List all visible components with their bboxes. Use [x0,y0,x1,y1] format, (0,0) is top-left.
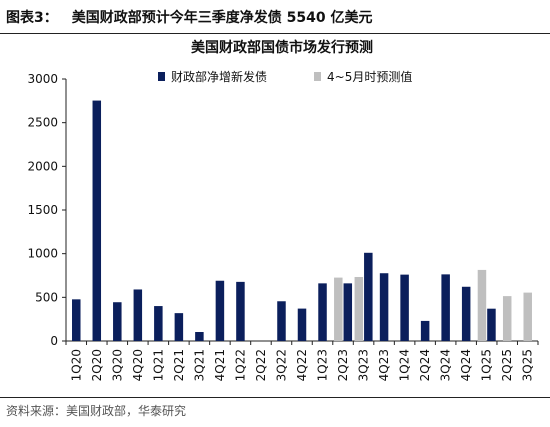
y-tick-label: 500 [35,290,58,304]
x-tick-label: 2Q21 [172,349,186,381]
x-tick-label: 3Q20 [110,349,124,381]
bar-forecast [502,296,512,341]
bar-actual [364,252,373,341]
x-tick-label: 3Q22 [274,349,288,381]
header-rule [0,33,550,34]
chart-title: 美国财政部国债市场发行预测 [191,39,373,56]
x-tick-label: 1Q20 [69,349,83,381]
bar-forecast [523,292,532,341]
legend-swatch-actual [158,72,165,81]
bar-actual [420,320,430,341]
x-tick-label: 2Q20 [90,349,104,381]
bar-actual [379,273,389,341]
bar-actual [92,100,102,341]
y-tick-label: 2000 [27,159,58,173]
y-tick-label: 1500 [27,203,58,217]
x-tick-label: 1Q24 [398,349,412,381]
y-tick-label: 0 [50,334,58,348]
bar-actual [236,281,245,341]
footer-rule [0,397,550,398]
x-tick-label: 4Q22 [295,349,309,381]
bar-chart: 美国财政部国债市场发行预测 财政部净增新发债 4~5月时预测值 0 500 1000… [27,39,539,381]
bar-actual [133,289,143,341]
x-tick-label: 3Q21 [192,349,206,381]
bar-actual [461,286,471,341]
bar-forecast [334,277,343,341]
bar-actual [487,308,496,341]
x-tick-label: 4Q20 [131,349,145,381]
bar-actual [441,274,450,341]
bar-actual [277,301,286,341]
x-tick-label: 4Q23 [377,349,391,381]
legend-swatch-forecast [314,72,321,81]
bar-actual [195,332,204,341]
bar-actual [113,302,122,341]
x-tick-label: 1Q25 [480,349,494,381]
x-tick-label: 2Q23 [336,349,350,381]
figure-title: 美国财政部预计今年三季度净发债 5540 亿美元 [71,10,373,26]
bar-actual [174,313,184,341]
bar-actual [297,308,307,341]
bar-actual [154,306,163,341]
figure-number: 图表3： [6,10,58,26]
x-tick-label: 2Q24 [418,349,432,381]
x-tick-label: 1Q23 [316,349,330,381]
source-note: 资料来源：美国财政部，华泰研究 [6,404,187,418]
x-tick-label: 1Q22 [233,349,247,381]
x-tick-label: 3Q25 [521,349,535,381]
y-tick-label: 2500 [27,116,58,130]
bars [72,100,532,341]
x-tick-label: 2Q22 [254,349,268,381]
x-tick-label: 3Q23 [357,349,371,381]
bar-forecast [354,276,364,341]
bar-actual [400,274,409,341]
bar-actual [343,283,353,341]
bar-actual [318,283,327,341]
x-tick-label: 1Q21 [151,349,165,381]
axes: 0 500 1000 1500 2000 2500 3000 1Q20 2Q20 3Q20 4Q20… [27,72,539,381]
figure-header: 图表3： 美国财政部预计今年三季度净发债 5540 亿美元 [0,0,550,34]
x-tick-label: 2Q25 [500,349,514,381]
y-tick-label: 3000 [27,72,58,86]
x-tick-label: 3Q24 [439,349,453,381]
x-tick-label: 4Q21 [213,349,227,381]
bar-forecast [477,269,487,341]
bar-actual [215,280,225,341]
x-tick-label: 4Q24 [459,349,473,381]
bar-actual [72,299,81,341]
legend: 财政部净增新发债 4~5月时预测值 [158,69,412,84]
legend-label-actual: 财政部净增新发债 [171,69,267,84]
legend-label-forecast: 4~5月时预测值 [327,69,412,84]
y-tick-label: 1000 [27,247,58,261]
